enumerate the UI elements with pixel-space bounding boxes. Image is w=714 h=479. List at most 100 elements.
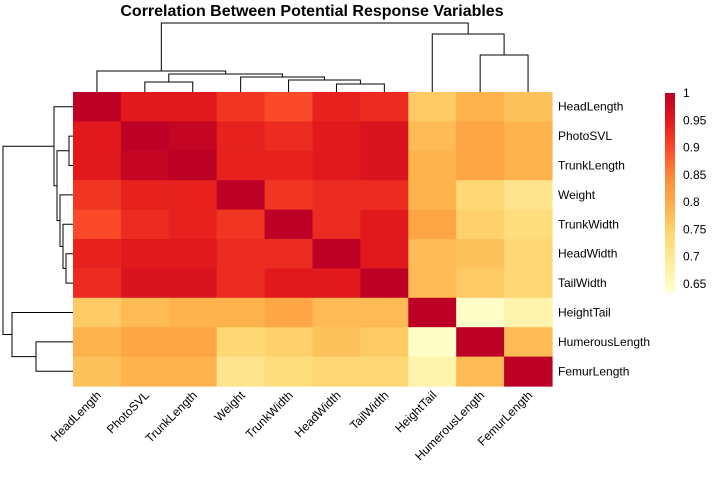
- row-label: HumerousLength: [558, 335, 650, 349]
- heatmap-cell: [216, 150, 266, 181]
- heatmap-cell: [360, 121, 409, 152]
- heatmap-cell: [360, 297, 409, 328]
- column-label: HeadWidth: [292, 388, 344, 440]
- legend-color-step: [665, 204, 675, 208]
- legend-color-step: [665, 126, 675, 130]
- row-dendrogram: [2, 106, 73, 372]
- heatmap-cell: [456, 150, 505, 181]
- legend-color-step: [665, 214, 675, 217]
- row-label: HeightTail: [558, 306, 611, 320]
- heatmap-cell: [216, 297, 266, 328]
- legend-color-step: [665, 104, 675, 108]
- heatmap-cell: [216, 268, 266, 299]
- legend-color-step: [665, 226, 675, 229]
- legend-color-step: [665, 112, 675, 116]
- legend-color-step: [665, 110, 675, 114]
- legend-color-step: [665, 258, 675, 261]
- legend-color-step: [665, 96, 675, 100]
- heatmap-cell: [73, 239, 122, 269]
- legend-color-step: [665, 142, 675, 146]
- heatmap-cell: [216, 239, 266, 269]
- heatmap-cell: [312, 180, 361, 211]
- heatmap-cell: [504, 297, 553, 328]
- heatmap-cell: [360, 180, 409, 211]
- legend-tick-label: 0.95: [683, 113, 707, 127]
- legend-color-step: [665, 192, 675, 196]
- heatmap-cell: [408, 297, 457, 328]
- heatmap-cell: [408, 268, 457, 299]
- legend-color-step: [665, 246, 675, 249]
- heatmap-cell: [120, 150, 170, 181]
- column-dendrogram: [96, 22, 529, 92]
- heatmap-cell: [456, 209, 505, 240]
- legend-color-step: [665, 268, 675, 271]
- legend-color-step: [665, 288, 675, 291]
- legend-color-step: [665, 102, 675, 106]
- legend-color-step: [665, 274, 675, 277]
- heatmap-cell: [73, 327, 122, 358]
- heatmap-cell: [168, 327, 218, 358]
- row-label: PhotoSVL: [558, 129, 612, 143]
- legend-color-step: [665, 182, 675, 186]
- heatmap-cell: [264, 180, 314, 211]
- heatmap-cell: [120, 356, 170, 387]
- heatmap-cell: [456, 356, 505, 387]
- heatmap-cell: [408, 180, 457, 211]
- legend-color-step: [665, 284, 675, 287]
- legend-color-step: [665, 282, 675, 285]
- heatmap-cell: [408, 92, 457, 122]
- legend-color-step: [665, 206, 675, 210]
- legend-color-step: [665, 108, 675, 112]
- heatmap-cell: [120, 121, 170, 152]
- legend-color-step: [665, 202, 675, 206]
- dendrogram-link: [431, 33, 505, 92]
- legend-color-step: [665, 260, 675, 263]
- heatmap-cell: [120, 327, 170, 358]
- heatmap-cell: [264, 327, 314, 358]
- heatmap-cell: [504, 209, 553, 240]
- legend-color-step: [665, 262, 675, 265]
- heatmap-cell: [504, 150, 553, 181]
- column-label: PhotoSVL: [104, 388, 152, 436]
- row-label: FemurLength: [558, 364, 629, 378]
- legend-color-step: [665, 270, 675, 273]
- legend-color-step: [665, 170, 675, 174]
- legend-color-step: [665, 124, 675, 128]
- column-label: Weight: [212, 388, 249, 425]
- heatmap-cell: [73, 297, 122, 328]
- legend-color-step: [665, 212, 675, 215]
- heatmap-cell: [120, 180, 170, 211]
- heatmap-cell: [456, 327, 505, 358]
- heatmap-cell: [168, 356, 218, 387]
- heatmap-cell: [312, 356, 361, 387]
- legend-color-step: [665, 98, 675, 102]
- row-label: HeadLength: [558, 100, 623, 114]
- legend-color-step: [665, 222, 675, 225]
- heatmap-cell: [264, 239, 314, 269]
- legend-color-step: [665, 200, 675, 204]
- heatmap-cell: [360, 356, 409, 387]
- heatmap-cell: [312, 297, 361, 328]
- legend-color-step: [665, 280, 675, 283]
- heatmap-cell: [312, 92, 361, 122]
- legend-color-step: [665, 186, 675, 190]
- legend-color-step: [665, 266, 675, 269]
- heatmap-cell: [73, 121, 122, 152]
- heatmap-cell: [504, 268, 553, 299]
- legend-color-step: [665, 178, 675, 182]
- row-labels: HeadLength PhotoSVL TrunkLength Weight Trunk…: [558, 100, 650, 379]
- dendrogram-link: [35, 341, 73, 372]
- heatmap-cell: [168, 92, 218, 122]
- heatmap-cell: [408, 327, 457, 358]
- heatmap-cell: [216, 356, 266, 387]
- dendrogram-link: [68, 135, 73, 166]
- legend-color-step: [665, 168, 675, 172]
- chart-title: Correlation Between Potential Response V…: [120, 3, 503, 20]
- legend-color-step: [665, 242, 675, 245]
- heatmap-cell: [73, 356, 122, 387]
- heatmap-cell: [312, 268, 361, 299]
- heatmap-cell: [264, 150, 314, 181]
- legend-color-step: [665, 256, 675, 259]
- heatmap-cell: [456, 297, 505, 328]
